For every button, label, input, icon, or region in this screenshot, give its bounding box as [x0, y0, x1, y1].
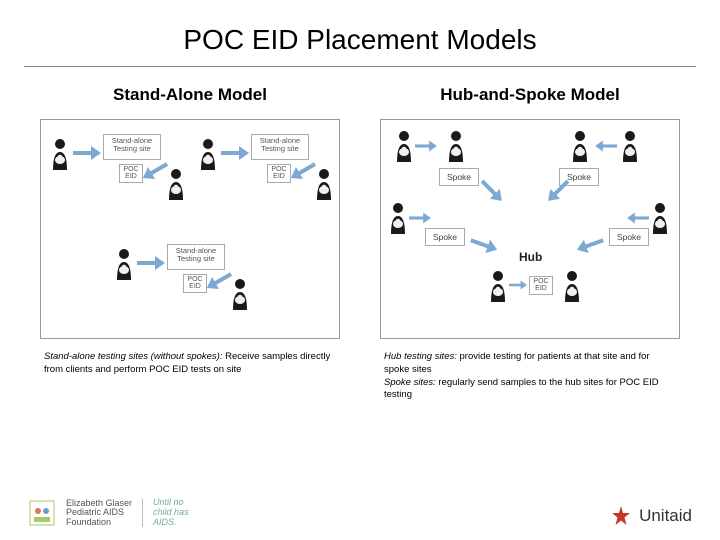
egpaf-line3: Foundation — [66, 518, 132, 527]
person-icon — [393, 130, 415, 162]
person-icon — [165, 168, 187, 200]
person-icon — [619, 130, 641, 162]
left-caption: Stand-alone testing sites (without spoke… — [40, 351, 340, 377]
title-underline — [24, 66, 696, 67]
egpaf-icon — [28, 499, 56, 527]
spoke-box: Spoke — [609, 228, 649, 246]
egpaf-text: Elizabeth Glaser Pediatric AIDS Foundati… — [66, 499, 143, 527]
person-icon — [113, 248, 135, 280]
arrow-icon — [475, 174, 509, 208]
columns-wrap: Stand-Alone Model Stand-aloneTesting sit… — [0, 85, 720, 402]
unitaid-star-icon — [609, 504, 633, 528]
tagline-line2: child has — [153, 507, 189, 517]
standalone-diagram: Stand-aloneTesting site POCEID — [40, 119, 340, 339]
person-icon — [649, 202, 671, 234]
standalone-site-box: Stand-aloneTesting site — [167, 244, 225, 270]
arrow-icon — [221, 146, 249, 160]
spoke-box: Spoke — [439, 168, 479, 186]
egpaf-tagline: Until no child has AIDS. — [153, 498, 189, 528]
arrow-icon — [409, 212, 431, 224]
person-icon — [569, 130, 591, 162]
tagline-line3: AIDS. — [153, 517, 177, 527]
person-icon — [487, 270, 509, 302]
arrow-icon — [73, 146, 101, 160]
left-caption-lead: Stand-alone testing sites (without spoke… — [44, 351, 222, 362]
hubspoke-diagram: Spoke Spoke Spoke Spoke — [380, 119, 680, 339]
arrow-icon — [137, 256, 165, 270]
unitaid-logo: Unitaid — [609, 504, 692, 528]
unitaid-text: Unitaid — [639, 506, 692, 526]
person-icon — [229, 278, 251, 310]
arrow-icon — [627, 212, 649, 224]
arrow-icon — [572, 233, 609, 258]
egpaf-logo: Elizabeth Glaser Pediatric AIDS Foundati… — [28, 498, 189, 528]
arrow-icon — [541, 174, 575, 208]
right-caption-lead1: Hub testing sites: — [384, 351, 457, 362]
arrow-icon — [509, 280, 527, 290]
person-icon — [561, 270, 583, 302]
person-icon — [49, 138, 71, 170]
standalone-site-box: Stand-aloneTesting site — [103, 134, 161, 160]
page-title: POC EID Placement Models — [0, 0, 720, 66]
left-column: Stand-Alone Model Stand-aloneTesting sit… — [40, 85, 340, 402]
tagline-line1: Until no — [153, 497, 184, 507]
right-caption-lead2: Spoke sites: — [384, 377, 436, 388]
hub-label: Hub — [519, 250, 542, 264]
right-heading: Hub-and-Spoke Model — [380, 85, 680, 105]
footer: Elizabeth Glaser Pediatric AIDS Foundati… — [0, 498, 720, 528]
arrow-icon — [415, 140, 437, 152]
standalone-site-box: Stand-aloneTesting site — [251, 134, 309, 160]
spoke-box: Spoke — [425, 228, 465, 246]
arrow-icon — [595, 140, 617, 152]
person-icon — [197, 138, 219, 170]
person-icon — [445, 130, 467, 162]
right-column: Hub-and-Spoke Model Spoke Spoke — [380, 85, 680, 402]
person-icon — [313, 168, 335, 200]
left-heading: Stand-Alone Model — [40, 85, 340, 105]
right-caption: Hub testing sites: provide testing for p… — [380, 351, 680, 402]
person-icon — [387, 202, 409, 234]
poc-box: POCEID — [529, 276, 553, 295]
arrow-icon — [466, 233, 503, 258]
